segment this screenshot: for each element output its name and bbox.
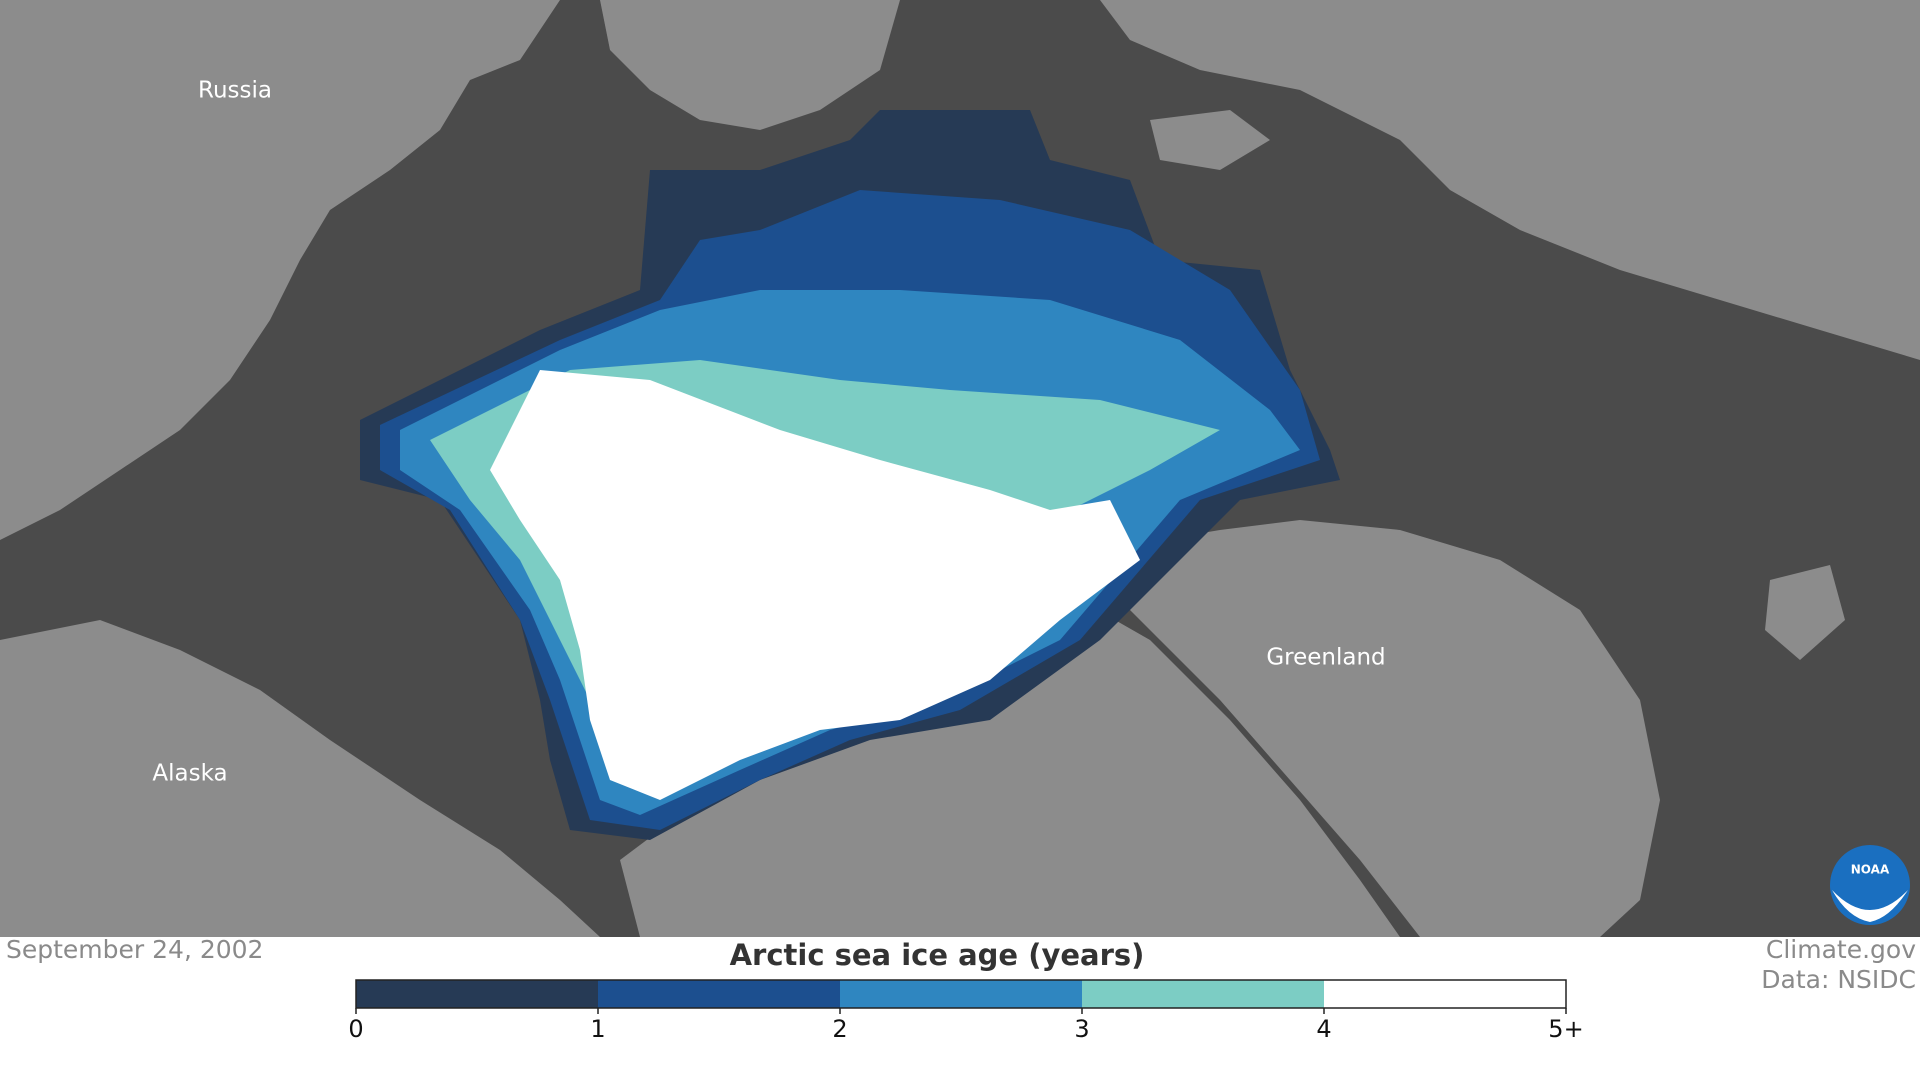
place-label: Alaska (152, 761, 227, 787)
land-greenland (1100, 520, 1660, 937)
place-label: Greenland (1266, 645, 1385, 671)
land-scandinavia (1100, 0, 1920, 360)
land-alaska (0, 620, 600, 937)
land-canada (620, 600, 1400, 937)
credit: Climate.gov (1766, 935, 1916, 964)
map: Russia Alaska Greenland NOAA (0, 0, 1920, 937)
ice-5-plus (490, 370, 1140, 800)
noaa-logo: NOAA (1830, 845, 1910, 925)
legend: 0 1 2 3 4 5+ (348, 979, 1584, 1043)
legend-swatch (356, 980, 598, 1008)
legend-tick-label: 0 (348, 1015, 363, 1043)
land-iceland (1765, 565, 1845, 660)
legend-tick-label: 1 (590, 1015, 605, 1043)
legend-border (355, 979, 1567, 1009)
place-label: Russia (198, 78, 272, 104)
land-islands (600, 0, 900, 130)
legend-tick-label: 4 (1316, 1015, 1331, 1043)
legend-tick-label: 3 (1074, 1015, 1089, 1043)
legend-swatch (598, 980, 840, 1008)
legend-swatch (840, 980, 1082, 1008)
date: September 24, 2002 (6, 935, 263, 964)
legend-title: Arctic sea ice age (years) (730, 938, 1145, 972)
land-russia (0, 0, 560, 540)
svg-text:NOAA: NOAA (1851, 863, 1890, 877)
credit: Data: NSIDC (1761, 965, 1916, 994)
legend-swatch (1082, 980, 1324, 1008)
legend-tick-label: 5+ (1548, 1015, 1583, 1043)
land-svalbard (1150, 110, 1270, 170)
legend-tick-label: 2 (832, 1015, 847, 1043)
legend-swatch (1324, 980, 1566, 1008)
